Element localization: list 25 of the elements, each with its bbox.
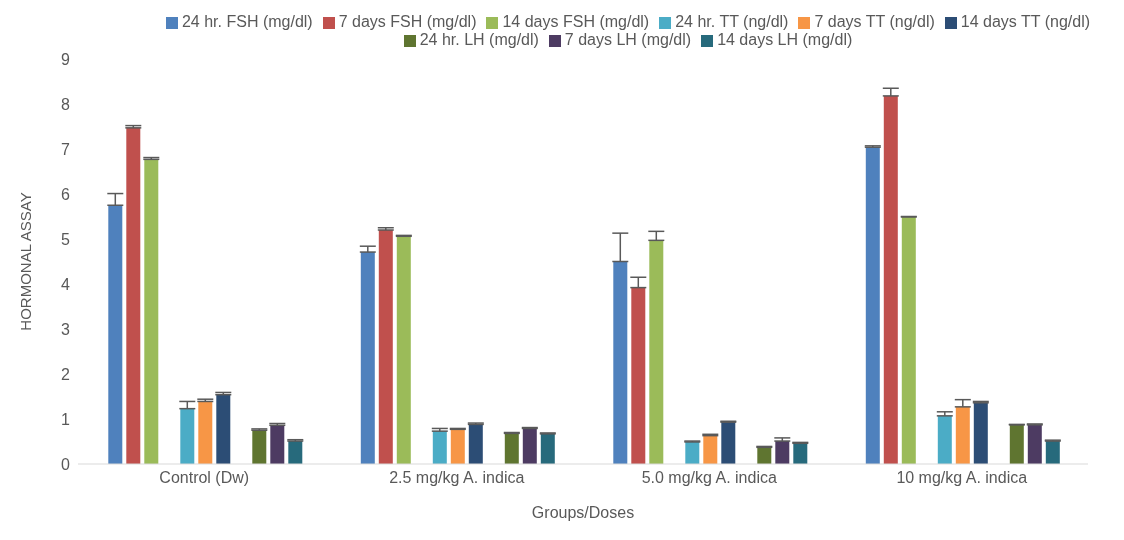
y-tick-label: 7 (61, 140, 71, 158)
legend-label: 14 days LH (mg/dl) (717, 31, 853, 48)
legend-label: 24 hr. LH (mg/dl) (419, 31, 539, 48)
y-tick-label: 1 (61, 410, 71, 428)
legend-label: 14 days FSH (mg/dl) (502, 13, 650, 30)
x-tick-label: 5.0 mg/kg A. indica (641, 469, 777, 487)
x-tick-label: Control (Dw) (159, 469, 250, 487)
legend-label: 7 days LH (mg/dl) (564, 31, 692, 48)
y-tick-label: 9 (61, 50, 71, 68)
x-axis-title: Groups/Doses (531, 504, 635, 521)
y-tick-label: 5 (61, 230, 71, 248)
legend-label: 14 days TT (ng/dl) (960, 13, 1091, 30)
y-tick-label: 0 (61, 455, 71, 473)
y-tick-label: 6 (61, 185, 71, 203)
x-tick-label: 2.5 mg/kg A. indica (389, 469, 525, 487)
legend-label: 24 hr. FSH (mg/dl) (181, 13, 313, 30)
y-tick-label: 3 (61, 320, 71, 338)
x-tick-label: 10 mg/kg A. indica (896, 469, 1028, 487)
legend-label: 7 days TT (ng/dl) (814, 13, 935, 30)
y-tick-label: 4 (61, 275, 71, 293)
y-tick-label: 8 (61, 95, 71, 113)
legend-label: 24 hr. TT (ng/dl) (675, 13, 789, 30)
y-tick-label: 2 (61, 365, 71, 383)
legend-label: 7 days FSH (mg/dl) (338, 13, 477, 30)
y-axis-title: HORMONAL ASSAY (17, 192, 35, 331)
